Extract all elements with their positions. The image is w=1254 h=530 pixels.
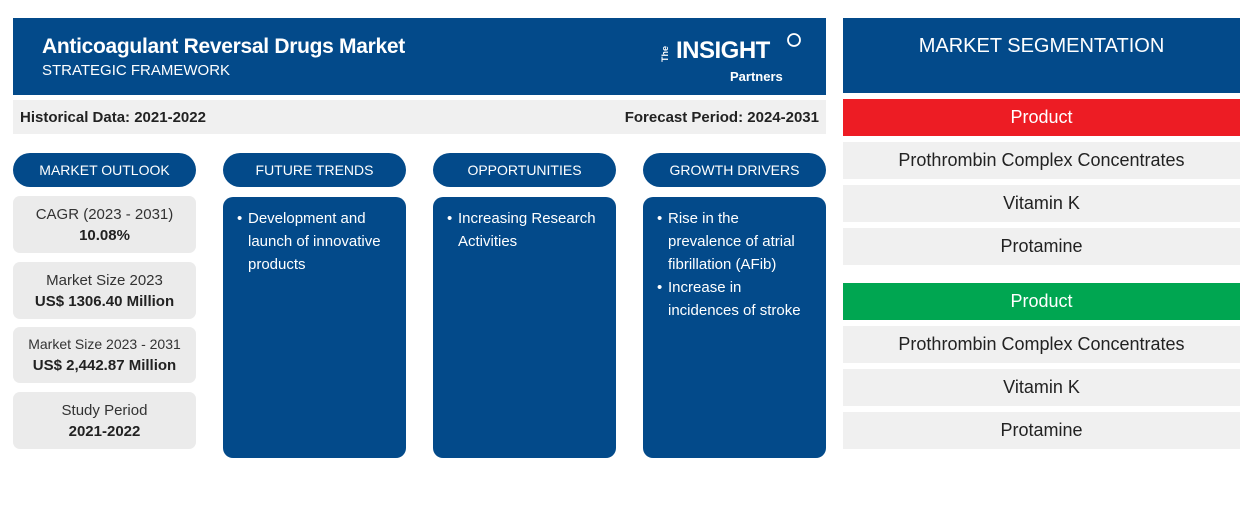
insight-partners-logo: The INSIGHT Partners <box>660 33 801 84</box>
stat-market-size-range: Market Size 2023 - 2031 US$ 2,442.87 Mill… <box>13 327 196 383</box>
stat-value: 2021-2022 <box>68 422 141 440</box>
segment-item: Vitamin K <box>843 185 1240 222</box>
segment-item: Vitamin K <box>843 369 1240 406</box>
page-subtitle: STRATEGIC FRAMEWORK <box>42 62 231 79</box>
page-title: Anticoagulant Reversal Drugs Market <box>42 35 405 58</box>
svg-text:INSIGHT: INSIGHT <box>676 37 771 64</box>
segment-item: Protamine <box>843 412 1240 449</box>
period-bar: Historical Data: 2021-2022 Forecast Peri… <box>13 100 826 134</box>
svg-text:The: The <box>660 46 670 62</box>
opportunity-item: Increasing Research Activities <box>447 207 606 253</box>
segmentation-title: MARKET SEGMENTATION <box>843 18 1240 93</box>
stat-label: Market Size 2023 <box>46 271 163 289</box>
stat-label: Market Size 2023 - 2031 <box>28 336 181 352</box>
driver-item: Increase in incidences of stroke <box>657 276 816 322</box>
segment-item: Prothrombin Complex Concentrates <box>843 326 1240 363</box>
segment-header-product: Product <box>843 99 1240 136</box>
future-trends-pill: FUTURE TRENDS <box>223 153 406 187</box>
historical-data: Historical Data: 2021-2022 <box>20 108 206 126</box>
stat-value: US$ 1306.40 Million <box>34 292 175 310</box>
growth-drivers-card: Rise in the prevalence of atrial fibrill… <box>643 197 826 458</box>
stat-value: US$ 2,442.87 Million <box>32 357 177 374</box>
stat-study-period: Study Period 2021-2022 <box>13 392 196 449</box>
svg-text:Partners: Partners <box>730 69 783 84</box>
stat-label: CAGR (2023 - 2031) <box>35 205 174 223</box>
forecast-period: Forecast Period: 2024-2031 <box>624 108 819 126</box>
growth-drivers-pill: GROWTH DRIVERS <box>643 153 826 187</box>
header-banner: Anticoagulant Reversal Drugs Market STRA… <box>13 18 826 95</box>
stat-cagr: CAGR (2023 - 2031) 10.08% <box>13 196 196 253</box>
segment-item: Protamine <box>843 228 1240 265</box>
segment-header-product: Product <box>843 283 1240 320</box>
opportunities-pill: OPPORTUNITIES <box>433 153 616 187</box>
stat-market-size-2023: Market Size 2023 US$ 1306.40 Million <box>13 262 196 319</box>
opportunities-card: Increasing Research Activities <box>433 197 616 458</box>
driver-item: Rise in the prevalence of atrial fibrill… <box>657 207 816 276</box>
market-outlook-pill: MARKET OUTLOOK <box>13 153 196 187</box>
stat-value: 10.08% <box>79 226 130 244</box>
stat-label: Study Period <box>61 401 148 419</box>
future-trends-card: Development and launch of innovative pro… <box>223 197 406 458</box>
trend-item: Development and launch of innovative pro… <box>237 207 396 276</box>
segment-item: Prothrombin Complex Concentrates <box>843 142 1240 179</box>
